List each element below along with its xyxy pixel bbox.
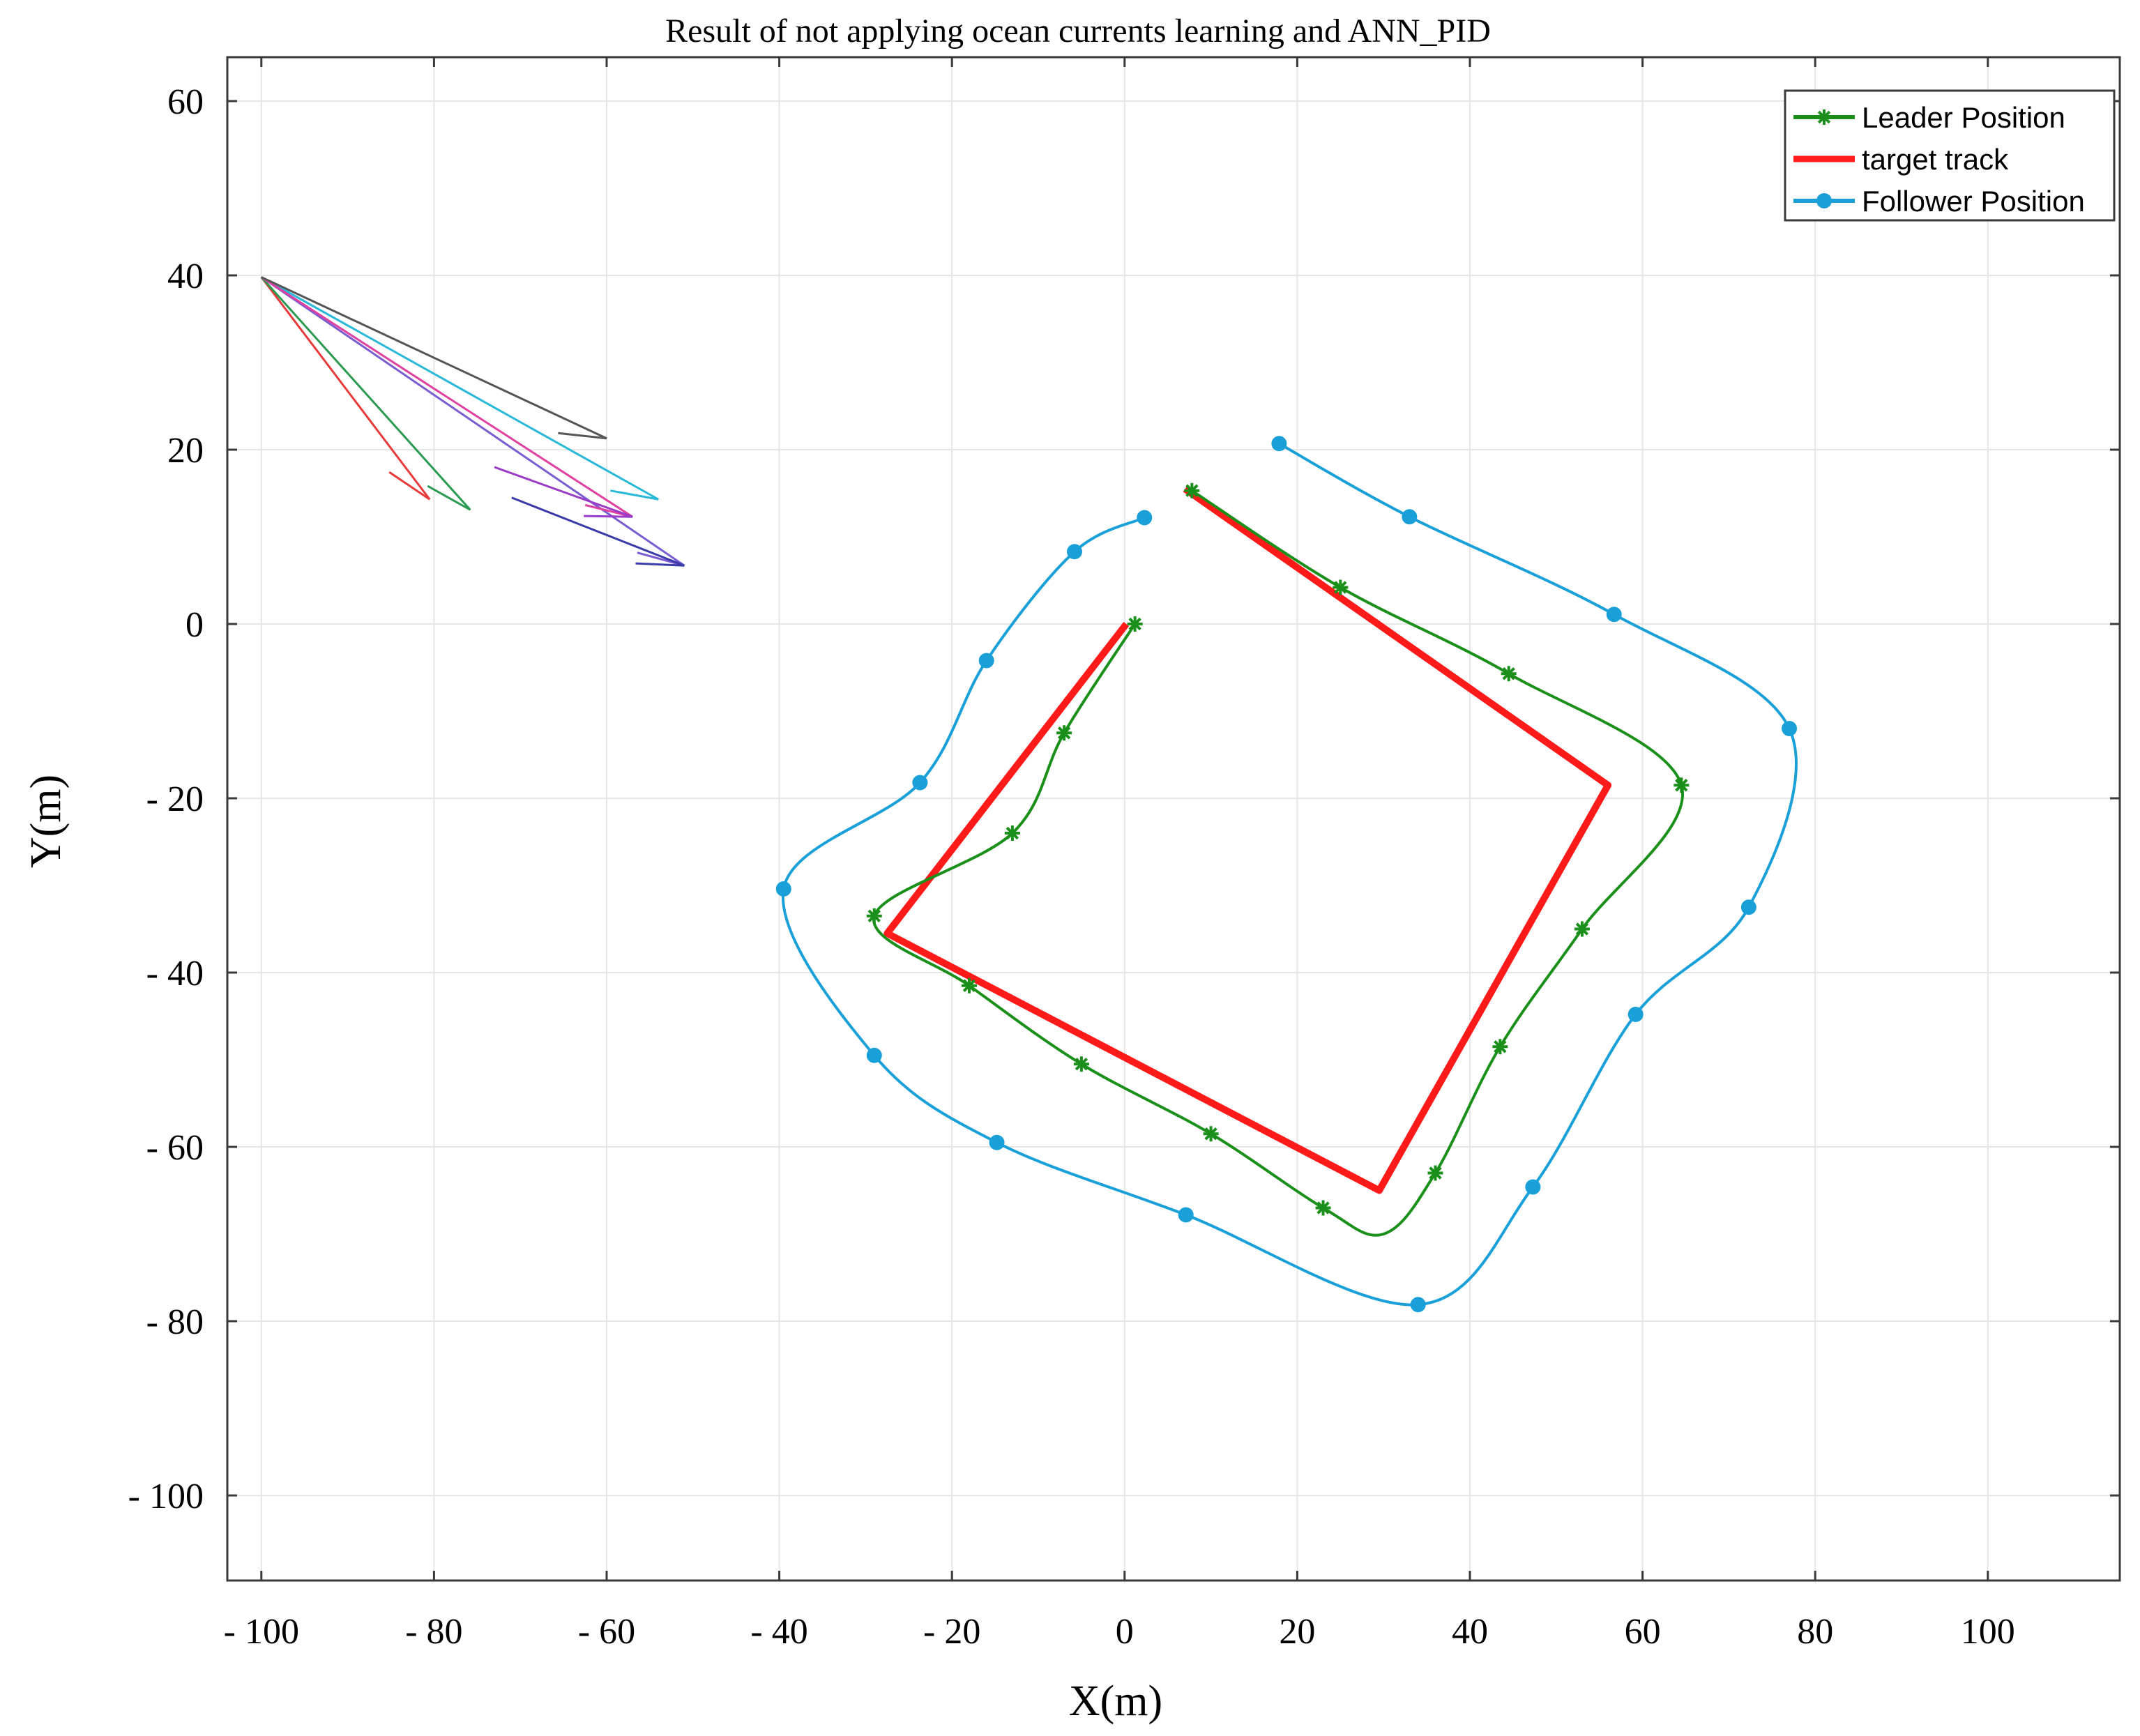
y-tick-label: 0 (185, 605, 204, 645)
leader-point (1674, 777, 1690, 793)
y-tick-label: - 80 (146, 1302, 204, 1342)
legend-entries: Leader Position target track Follower Posi… (1793, 101, 2085, 218)
follower-point (1410, 1297, 1426, 1313)
legend-marker (1816, 109, 1832, 125)
follower-point (1402, 509, 1418, 525)
follower-point (978, 653, 994, 669)
leader-line (872, 489, 1685, 1237)
leader-point (1056, 725, 1072, 741)
leader-point (1315, 1200, 1331, 1216)
x-tick-label: 60 (1625, 1612, 1661, 1652)
current-arrow-head (610, 489, 659, 501)
current-arrow-shaft (261, 276, 660, 501)
follower-point (989, 1134, 1005, 1150)
leader-point (961, 977, 977, 993)
leader-point (1501, 666, 1517, 682)
current-arrow-head (558, 432, 607, 440)
leader-point (1004, 825, 1020, 841)
y-tick-label: - 60 (146, 1128, 204, 1168)
plot-area (226, 56, 2121, 1582)
follower-point (1606, 607, 1622, 623)
follower-point (1271, 436, 1287, 452)
y-axis-label: Y(m) (22, 775, 70, 868)
follower-point (1066, 544, 1082, 560)
leader-point (1492, 1039, 1508, 1055)
follower-point (1782, 721, 1798, 736)
current-arrow-shaft (261, 276, 607, 440)
legend-entry: Follower Position (1793, 185, 2085, 218)
leader-point (1184, 482, 1200, 498)
legend: Leader Position target track Follower Posi… (1784, 89, 2116, 222)
x-tick-label: - 60 (578, 1612, 635, 1652)
current-arrow-head (635, 562, 685, 567)
ocean-current-arrows (260, 276, 685, 567)
x-tick-label: 100 (1961, 1612, 2015, 1652)
leader-point (1073, 1056, 1089, 1072)
current-arrow-shaft (260, 276, 633, 518)
legend-entry: Leader Position (1793, 101, 2065, 134)
current-arrow-head (584, 515, 633, 518)
follower-point (1178, 1207, 1194, 1223)
y-tick-label: - 40 (146, 954, 204, 993)
y-tick-label: - 100 (128, 1477, 204, 1516)
x-tick-label: - 40 (750, 1612, 807, 1652)
follower-point (1740, 899, 1756, 915)
x-tick-label: 0 (1116, 1612, 1134, 1652)
leader-point (866, 908, 882, 924)
leader-point (1127, 616, 1143, 632)
target-track-line (883, 486, 1612, 1194)
x-tick-label: - 80 (405, 1612, 462, 1652)
x-tick-label: - 20 (923, 1612, 980, 1652)
x-axis-label: X(m) (1069, 1677, 1162, 1725)
x-tick-label: 40 (1452, 1612, 1488, 1652)
x-tick-label: 80 (1797, 1612, 1833, 1652)
y-tick-label: - 20 (146, 779, 204, 819)
follower-point (912, 775, 928, 791)
y-tick-label: 20 (167, 431, 204, 471)
y-tick-label: 40 (167, 257, 204, 296)
current-arrow-shaft (260, 276, 471, 511)
current-arrow-head (427, 485, 471, 511)
y-tick-labels: 60 40 20 0 - 20 - 40 - 60 - 80 - 100 (128, 82, 204, 1516)
legend-entry: target track (1793, 143, 2009, 176)
current-arrow-shaft (511, 496, 685, 567)
leader-point (1203, 1126, 1219, 1142)
y-tick-label: 60 (167, 82, 204, 122)
leader-point (1427, 1165, 1443, 1181)
leader-point (1333, 579, 1349, 595)
leader-point (1574, 921, 1590, 937)
current-arrow-shaft (494, 466, 633, 518)
follower-point (775, 881, 791, 897)
x-tick-labels: - 100 - 80 - 60 - 40 - 20 0 20 40 60 80 100 (224, 1612, 2015, 1652)
grid-lines (227, 57, 2120, 1581)
legend-label: Follower Position (1862, 185, 2085, 218)
legend-label: Leader Position (1862, 101, 2065, 134)
chart-title: Result of not applying ocean currents le… (665, 13, 1491, 50)
data-series (775, 436, 1798, 1313)
legend-marker (1816, 193, 1832, 208)
current-arrow-shaft (260, 276, 431, 501)
follower-point (866, 1047, 882, 1063)
follower-point (1525, 1179, 1541, 1195)
follower-point (1627, 1007, 1644, 1022)
x-tick-label: - 100 (224, 1612, 299, 1652)
current-arrow-head (388, 471, 431, 501)
legend-label: target track (1862, 143, 2009, 176)
x-tick-label: 20 (1279, 1612, 1315, 1652)
follower-point (1137, 510, 1153, 526)
